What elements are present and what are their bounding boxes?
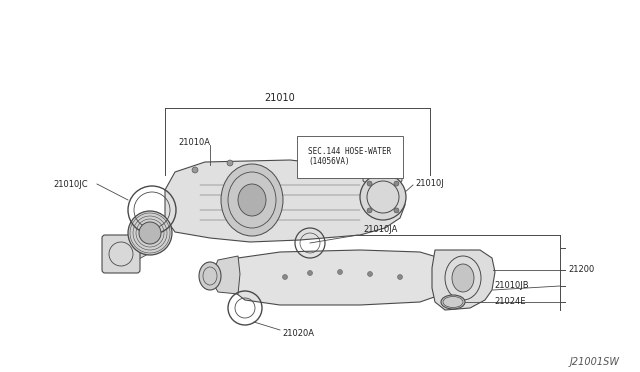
Text: 21010J: 21010J <box>415 179 444 187</box>
Circle shape <box>367 208 372 213</box>
Text: 21024E: 21024E <box>494 298 525 307</box>
Circle shape <box>139 222 161 244</box>
Circle shape <box>367 181 372 186</box>
Ellipse shape <box>199 262 221 290</box>
Circle shape <box>227 160 233 166</box>
Circle shape <box>367 272 372 276</box>
Circle shape <box>394 208 399 213</box>
Polygon shape <box>210 256 240 294</box>
Circle shape <box>397 275 403 279</box>
FancyBboxPatch shape <box>102 235 140 273</box>
Text: 21200: 21200 <box>568 266 595 275</box>
Text: 21020A: 21020A <box>282 328 314 337</box>
Ellipse shape <box>441 295 465 309</box>
Polygon shape <box>432 250 495 310</box>
Text: 21010JA: 21010JA <box>363 224 397 234</box>
Text: J21001SW: J21001SW <box>570 357 620 367</box>
Circle shape <box>394 181 399 186</box>
Text: 21010JC: 21010JC <box>53 180 88 189</box>
Polygon shape <box>165 160 405 242</box>
Circle shape <box>317 160 323 166</box>
Circle shape <box>282 275 287 279</box>
Circle shape <box>192 167 198 173</box>
Circle shape <box>307 270 312 276</box>
Text: 21010JB: 21010JB <box>494 282 529 291</box>
Ellipse shape <box>452 264 474 292</box>
Circle shape <box>128 211 172 255</box>
Text: 21010A: 21010A <box>178 138 210 147</box>
Circle shape <box>360 174 406 220</box>
Circle shape <box>337 269 342 275</box>
Ellipse shape <box>238 184 266 216</box>
Polygon shape <box>230 250 445 305</box>
Ellipse shape <box>368 153 396 163</box>
Circle shape <box>352 167 358 173</box>
Text: 21010: 21010 <box>264 93 296 103</box>
Polygon shape <box>137 225 165 260</box>
FancyBboxPatch shape <box>363 156 402 182</box>
Ellipse shape <box>221 164 283 236</box>
Text: SEC.144 HOSE-WATER
(14056VA): SEC.144 HOSE-WATER (14056VA) <box>308 147 391 166</box>
